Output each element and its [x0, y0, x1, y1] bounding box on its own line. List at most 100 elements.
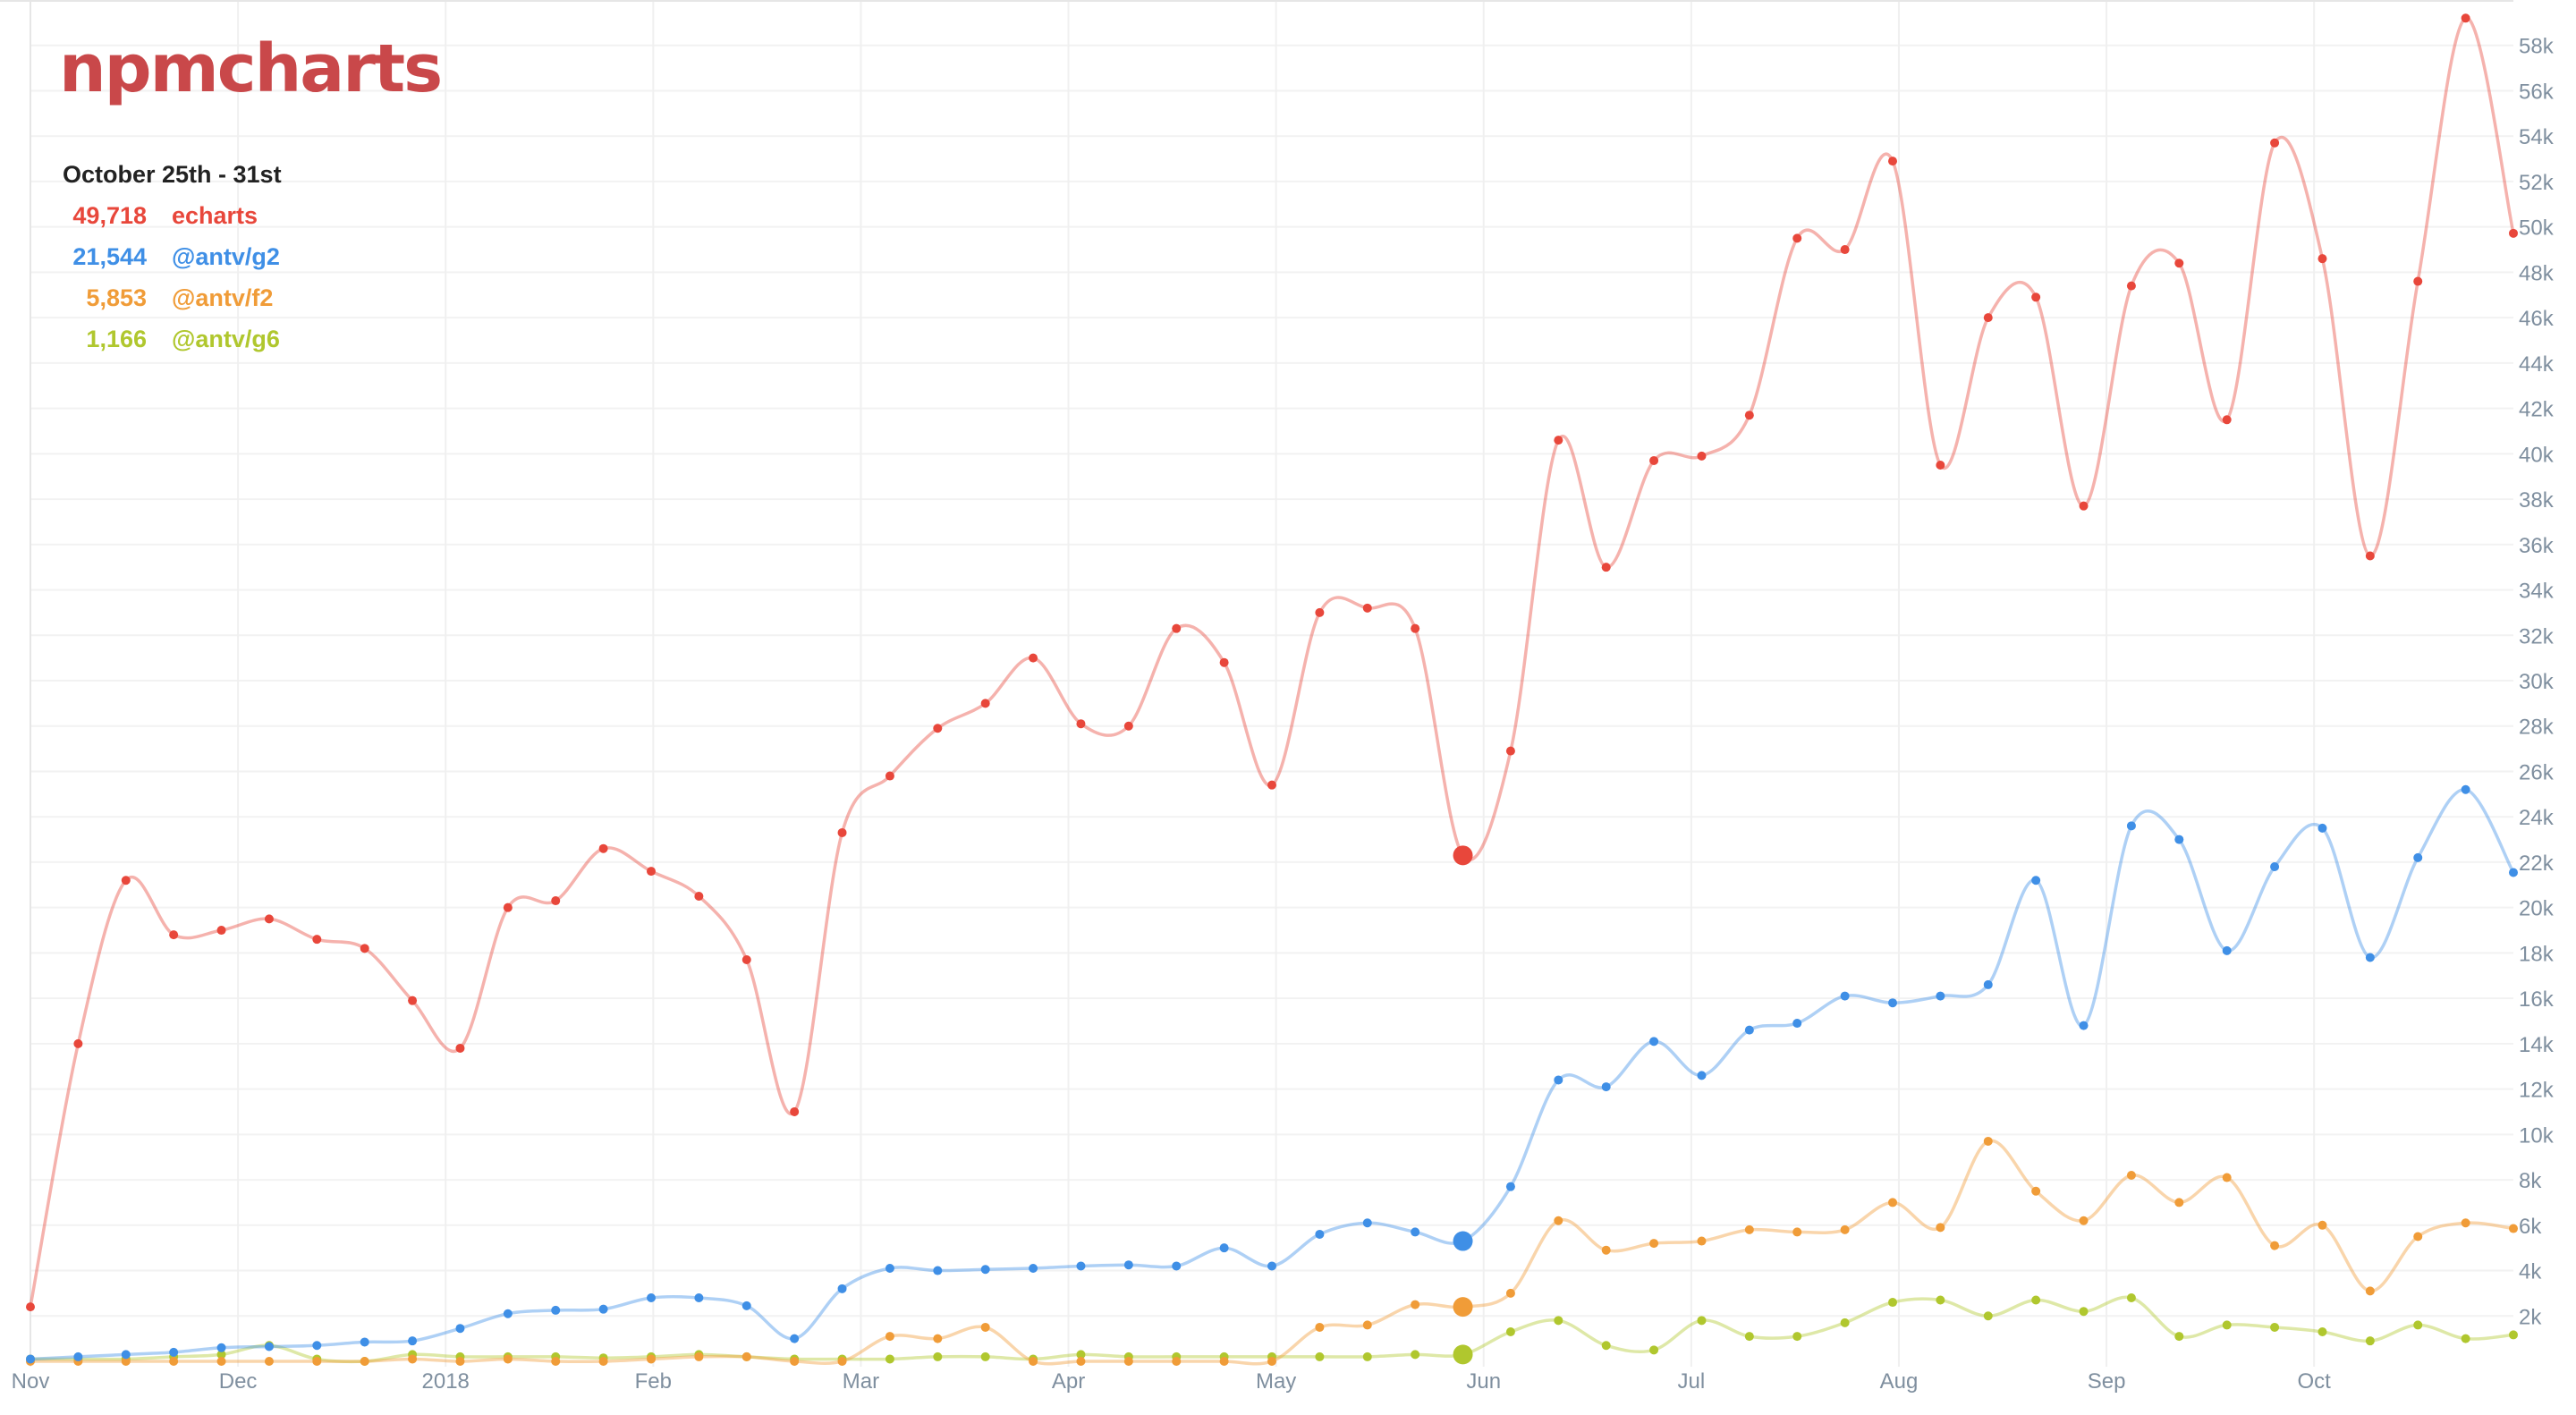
data-point-antv-g6[interactable] [1554, 1316, 1563, 1326]
data-point-antv-f2[interactable] [121, 1357, 131, 1366]
data-point-echarts[interactable] [1411, 623, 1420, 633]
data-point-echarts[interactable] [1649, 455, 1659, 465]
data-point-antv-g2[interactable] [2031, 876, 2041, 885]
data-point-antv-g6[interactable] [1076, 1350, 1086, 1360]
data-point-echarts[interactable] [1123, 721, 1133, 731]
highlight-point-antv-g6[interactable] [1453, 1344, 1473, 1365]
data-point-antv-g6[interactable] [2126, 1292, 2136, 1302]
legend-entry-antv-g2[interactable]: 21,544 @antv/g2 [63, 236, 282, 277]
data-point-antv-f2[interactable] [408, 1354, 418, 1364]
data-point-antv-g2[interactable] [2174, 835, 2184, 844]
data-point-antv-g2[interactable] [933, 1266, 943, 1275]
data-point-echarts[interactable] [2174, 258, 2184, 268]
legend-package-name[interactable]: @antv/f2 [172, 284, 274, 311]
data-point-antv-g2[interactable] [1649, 1037, 1659, 1046]
data-point-antv-g2[interactable] [2079, 1021, 2089, 1030]
data-point-antv-g6[interactable] [1792, 1332, 1802, 1342]
data-point-antv-g2[interactable] [1983, 979, 1993, 989]
data-point-echarts[interactable] [2126, 281, 2136, 291]
highlight-point-antv-g2[interactable] [1453, 1231, 1473, 1251]
data-point-echarts[interactable] [312, 935, 322, 945]
data-point-echarts[interactable] [647, 867, 656, 877]
data-point-antv-f2[interactable] [169, 1357, 179, 1366]
data-point-antv-g6[interactable] [885, 1354, 894, 1364]
data-point-antv-f2[interactable] [647, 1354, 656, 1364]
data-point-antv-g2[interactable] [312, 1341, 322, 1351]
data-point-antv-g2[interactable] [2318, 823, 2327, 833]
data-point-antv-g2[interactable] [1554, 1075, 1563, 1085]
data-point-antv-g6[interactable] [2461, 1334, 2470, 1343]
data-point-antv-g2[interactable] [1123, 1260, 1133, 1270]
data-point-antv-g2[interactable] [551, 1305, 561, 1315]
data-point-antv-g2[interactable] [2222, 945, 2232, 955]
data-point-echarts[interactable] [790, 1106, 800, 1116]
data-point-antv-g6[interactable] [1411, 1350, 1420, 1360]
legend-package-name[interactable]: @antv/g2 [172, 243, 280, 270]
data-point-echarts[interactable] [264, 914, 274, 924]
data-point-antv-f2[interactable] [1554, 1216, 1563, 1225]
data-point-antv-g2[interactable] [2126, 821, 2136, 831]
data-point-echarts[interactable] [1744, 411, 1754, 420]
data-point-antv-f2[interactable] [2031, 1186, 2041, 1196]
data-point-antv-f2[interactable] [1744, 1224, 1754, 1234]
data-point-antv-g6[interactable] [2509, 1330, 2518, 1340]
data-point-echarts[interactable] [1362, 603, 1372, 613]
data-point-echarts[interactable] [1697, 451, 1707, 461]
data-point-antv-g6[interactable] [2270, 1322, 2280, 1332]
data-point-antv-f2[interactable] [264, 1357, 274, 1366]
data-point-echarts[interactable] [1792, 233, 1802, 243]
data-point-antv-g6[interactable] [2031, 1295, 2041, 1305]
data-point-antv-f2[interactable] [885, 1332, 894, 1342]
data-point-antv-f2[interactable] [2509, 1224, 2518, 1233]
data-point-echarts[interactable] [1505, 746, 1515, 756]
legend-package-name[interactable]: echarts [172, 202, 258, 229]
data-point-antv-g6[interactable] [1649, 1345, 1659, 1355]
data-point-antv-g2[interactable] [264, 1342, 274, 1351]
data-point-echarts[interactable] [2461, 13, 2470, 23]
data-point-antv-g6[interactable] [1601, 1341, 1611, 1351]
npmcharts-logo[interactable]: npmcharts [59, 30, 443, 107]
data-point-antv-f2[interactable] [1840, 1224, 1850, 1234]
data-point-antv-g2[interactable] [1315, 1229, 1325, 1239]
data-point-echarts[interactable] [598, 843, 608, 853]
data-point-antv-f2[interactable] [2126, 1170, 2136, 1180]
data-point-antv-g6[interactable] [2222, 1320, 2232, 1330]
data-point-echarts[interactable] [1076, 719, 1086, 729]
data-point-antv-f2[interactable] [1601, 1245, 1611, 1255]
data-point-echarts[interactable] [1601, 563, 1611, 572]
data-point-antv-f2[interactable] [2318, 1220, 2327, 1230]
data-point-antv-g2[interactable] [360, 1337, 369, 1347]
data-point-antv-f2[interactable] [1697, 1236, 1707, 1246]
data-point-antv-g2[interactable] [2461, 784, 2470, 794]
data-point-antv-f2[interactable] [741, 1351, 751, 1361]
data-point-echarts[interactable] [933, 724, 943, 733]
data-point-echarts[interactable] [2270, 138, 2280, 148]
data-point-antv-g2[interactable] [2270, 862, 2280, 872]
data-point-antv-g6[interactable] [1888, 1298, 1897, 1308]
data-point-antv-g2[interactable] [2509, 868, 2518, 877]
data-point-echarts[interactable] [694, 891, 704, 901]
data-point-antv-f2[interactable] [1029, 1357, 1038, 1366]
data-point-echarts[interactable] [885, 771, 894, 781]
data-point-antv-g2[interactable] [1219, 1243, 1229, 1253]
data-point-antv-f2[interactable] [598, 1357, 608, 1366]
legend-entry-antv-g6[interactable]: 1,166 @antv/g6 [63, 318, 282, 360]
data-point-antv-g2[interactable] [26, 1354, 35, 1364]
data-point-echarts[interactable] [1029, 653, 1038, 663]
data-point-antv-f2[interactable] [2413, 1232, 2423, 1241]
data-point-antv-f2[interactable] [1983, 1136, 1993, 1146]
data-point-echarts[interactable] [503, 902, 513, 912]
data-point-antv-f2[interactable] [1936, 1223, 1945, 1233]
data-point-antv-g2[interactable] [790, 1334, 800, 1343]
data-point-antv-g6[interactable] [2174, 1332, 2184, 1342]
data-point-antv-f2[interactable] [694, 1351, 704, 1361]
data-point-antv-g2[interactable] [1888, 998, 1897, 1008]
data-point-antv-g2[interactable] [837, 1284, 847, 1293]
data-point-antv-f2[interactable] [837, 1357, 847, 1366]
data-point-antv-g2[interactable] [598, 1304, 608, 1314]
data-point-echarts[interactable] [837, 827, 847, 837]
data-point-echarts[interactable] [169, 930, 179, 940]
data-point-echarts[interactable] [741, 955, 751, 965]
data-point-echarts[interactable] [980, 699, 990, 708]
data-point-antv-f2[interactable] [2079, 1216, 2089, 1225]
